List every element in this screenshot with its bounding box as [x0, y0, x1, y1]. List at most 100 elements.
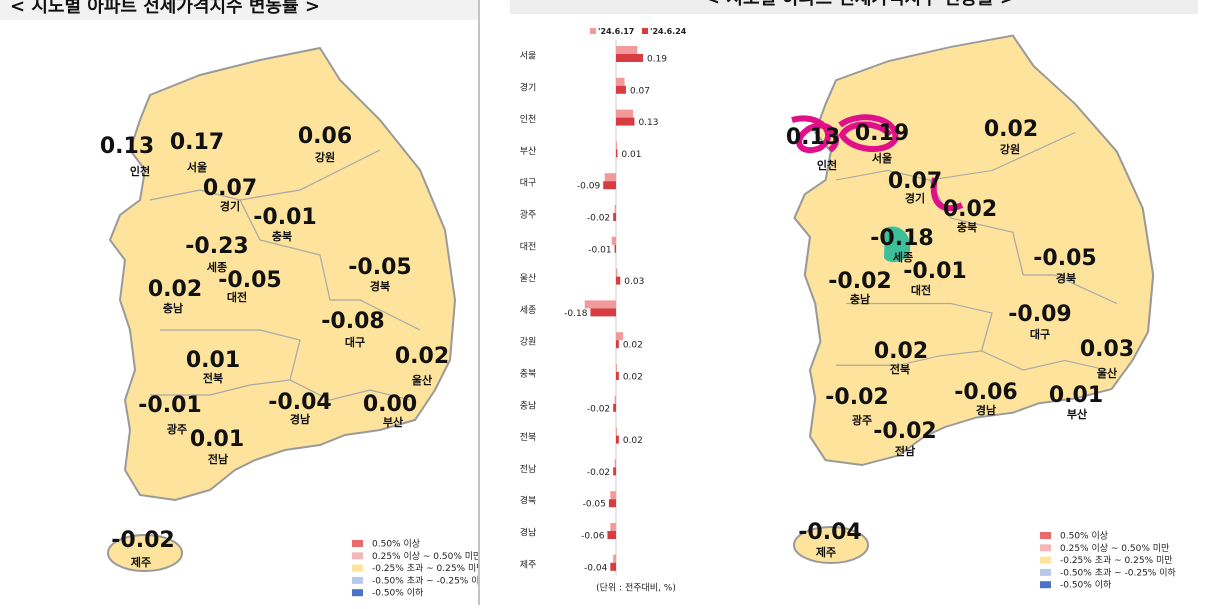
category-label: 충북 [520, 369, 537, 380]
region-name: 제주 [131, 555, 151, 569]
region-name: 광주 [852, 414, 872, 427]
bar [611, 236, 616, 245]
bar [610, 523, 616, 531]
region-name: 강원 [1000, 142, 1020, 156]
legend-swatch [352, 589, 363, 597]
region-name: 제주 [816, 545, 836, 559]
legend-swatch [1040, 544, 1051, 552]
region-value: -0.05 [1033, 246, 1096, 271]
legend-label: -0.50% 초과 ~ -0.25% 이하 [372, 575, 489, 586]
bar [610, 491, 616, 500]
value-label: 0.02 [623, 373, 643, 383]
region-name: 충남 [850, 292, 870, 306]
region-value: 0.02 [943, 197, 997, 222]
category-label: 경남 [520, 527, 537, 539]
bar [590, 308, 616, 317]
region-name: 대구 [1030, 327, 1050, 341]
region-name: 전북 [890, 362, 910, 376]
region-value: -0.04 [798, 520, 861, 545]
region-name: 경북 [370, 279, 390, 293]
category-label: 경북 [520, 495, 537, 507]
region-value: 0.13 [786, 125, 840, 150]
region-value: -0.01 [903, 259, 966, 284]
region-name: 경기 [220, 199, 240, 213]
region-value: -0.02 [828, 269, 891, 294]
bar [614, 244, 616, 253]
region-value: 0.13 [100, 134, 154, 159]
value-label: -0.05 [583, 500, 606, 510]
legend-swatch [642, 28, 648, 34]
unit-note: (단위 : 전주대비, %) [596, 583, 676, 594]
category-label: 충남 [520, 400, 537, 411]
value-label: -0.18 [564, 309, 588, 319]
category-label: 경기 [520, 81, 537, 93]
value-label: -0.09 [577, 182, 601, 192]
legend-swatch [1040, 556, 1051, 564]
bar [616, 340, 619, 349]
region-value: 0.02 [984, 117, 1038, 142]
bar [616, 77, 625, 86]
region-value: 0.00 [363, 392, 417, 417]
region-name: 세종 [207, 260, 227, 274]
legend-label: 0.50% 이상 [1060, 531, 1108, 542]
region-value: -0.02 [825, 385, 888, 410]
region-name: 인천 [130, 164, 150, 178]
region-value: 0.06 [298, 124, 352, 149]
region-name: 세종 [893, 250, 913, 264]
annotation-scribble [791, 114, 964, 212]
value-label: -0.06 [581, 532, 605, 542]
bar [613, 213, 616, 221]
title-bar [510, 0, 1198, 14]
bar [616, 364, 617, 372]
region-name: 광주 [167, 423, 187, 436]
region-name: 강원 [315, 150, 335, 164]
region-name: 경북 [1056, 271, 1076, 285]
value-label: -0.02 [587, 214, 610, 224]
legend-swatch [590, 28, 596, 34]
legend-label: 0.25% 이상 ~ 0.50% 미만 [372, 551, 481, 562]
legend-swatch [1040, 581, 1051, 589]
region-name: 충남 [163, 301, 183, 315]
bar [614, 395, 616, 404]
bar [616, 427, 617, 436]
bar [604, 173, 616, 182]
region-value: 0.07 [888, 169, 942, 194]
region-value: -0.01 [138, 393, 201, 418]
bar [616, 372, 619, 380]
legend-label: 0.25% 이상 ~ 0.50% 미만 [1060, 543, 1169, 554]
region-value: -0.02 [111, 528, 174, 553]
legend-swatch [352, 564, 363, 572]
region-value: -0.05 [218, 268, 281, 293]
bar [613, 554, 616, 563]
region-value: -0.09 [1008, 302, 1071, 327]
value-label: -0.02 [587, 468, 610, 478]
bar [616, 54, 643, 62]
category-label: 제주 [520, 559, 537, 570]
value-label: 0.01 [621, 150, 641, 160]
right-title: < 시도별 아파트 전세가격지수 변동률 > [705, 0, 1015, 9]
region-name: 인천 [817, 158, 837, 172]
category-label: 전북 [520, 432, 537, 443]
value-label: 0.19 [647, 55, 667, 65]
region-name: 울산 [1097, 366, 1117, 380]
region-value: 0.19 [855, 121, 909, 146]
region-value: 0.01 [1049, 383, 1103, 408]
region-value: 0.02 [148, 277, 202, 302]
region-name: 충북 [957, 220, 977, 234]
category-label: 강원 [520, 337, 537, 348]
region-value: 0.17 [170, 130, 224, 155]
region-value: 0.02 [395, 344, 449, 369]
region-name: 경남 [290, 412, 310, 426]
category-label: 대전 [520, 241, 537, 252]
bar [607, 531, 616, 539]
region-name: 전남 [895, 444, 915, 458]
bar [616, 85, 626, 94]
legend-label: '24.6.24 [650, 27, 687, 36]
region-name: 대전 [911, 283, 931, 297]
region-value: 0.02 [874, 339, 928, 364]
region-name: 대전 [227, 290, 247, 304]
value-label: -0.04 [584, 563, 608, 573]
category-label: 울산 [520, 273, 537, 284]
